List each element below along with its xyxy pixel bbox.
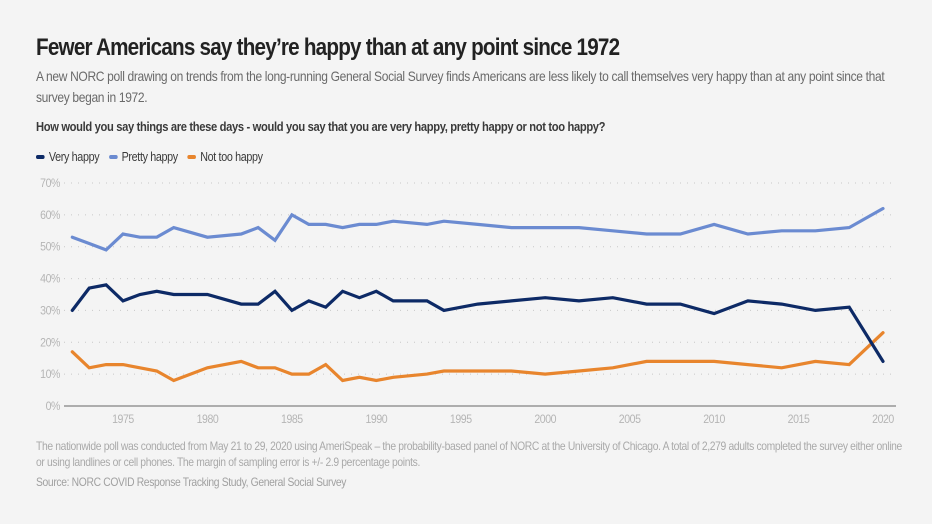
y-tick-label: 50% [40, 241, 60, 254]
legend-swatch-very-happy [36, 155, 45, 159]
x-tick-label: 1985 [281, 413, 303, 426]
legend-swatch-not-too-happy [187, 155, 196, 159]
legend-label-very-happy: Very happy [48, 150, 100, 164]
source-note: Source: NORC COVID Response Tracking Stu… [36, 475, 347, 489]
series-line-pretty-happy [70, 206, 885, 252]
y-tick-label: 70% [40, 177, 60, 190]
series-line-very-happy [70, 283, 885, 363]
methodology-note: The nationwide poll was conducted from M… [36, 439, 902, 469]
legend-item-not-too-happy: Not too happy [187, 150, 263, 164]
legend-label-pretty-happy: Pretty happy [121, 150, 179, 164]
x-tick-label: 1990 [365, 413, 387, 426]
survey-question: How would you say things are these days … [36, 119, 606, 134]
legend-item-pretty-happy: Pretty happy [108, 150, 179, 164]
legend-label-not-too-happy: Not too happy [200, 150, 263, 164]
y-tick-label: 60% [40, 209, 60, 222]
x-tick-label: 2005 [619, 413, 641, 426]
chart-legend: Very happy Pretty happy Not too happy [36, 150, 272, 164]
legend-item-very-happy: Very happy [36, 150, 100, 164]
x-tick-label: 1975 [112, 413, 134, 426]
chart-title: Fewer Americans say they’re happy than a… [36, 34, 620, 61]
x-tick-label: 1995 [450, 413, 472, 426]
x-tick-label: 1980 [197, 413, 219, 426]
series-lines [70, 206, 885, 383]
series-line-not-too-happy [70, 331, 885, 383]
y-tick-label: 0% [46, 400, 61, 413]
x-axis-labels: 1975 1980 1985 1990 1995 2000 2005 2010 2015 2020 [112, 413, 894, 426]
gridlines [64, 182, 896, 375]
y-axis-labels: 0% 10% 20% 30% 40% 50% 60% 70% [40, 177, 61, 413]
legend-swatch-pretty-happy [108, 155, 118, 159]
x-tick-label: 2010 [703, 413, 725, 426]
y-tick-label: 30% [40, 305, 60, 318]
x-tick-label: 2015 [788, 413, 810, 426]
x-tick-label: 2020 [872, 413, 894, 426]
y-tick-label: 20% [40, 337, 60, 350]
x-tick-label: 2000 [534, 413, 556, 426]
chart-subtitle: A new NORC poll drawing on trends from t… [36, 68, 885, 105]
y-tick-label: 10% [40, 369, 60, 382]
y-tick-label: 40% [40, 273, 60, 286]
